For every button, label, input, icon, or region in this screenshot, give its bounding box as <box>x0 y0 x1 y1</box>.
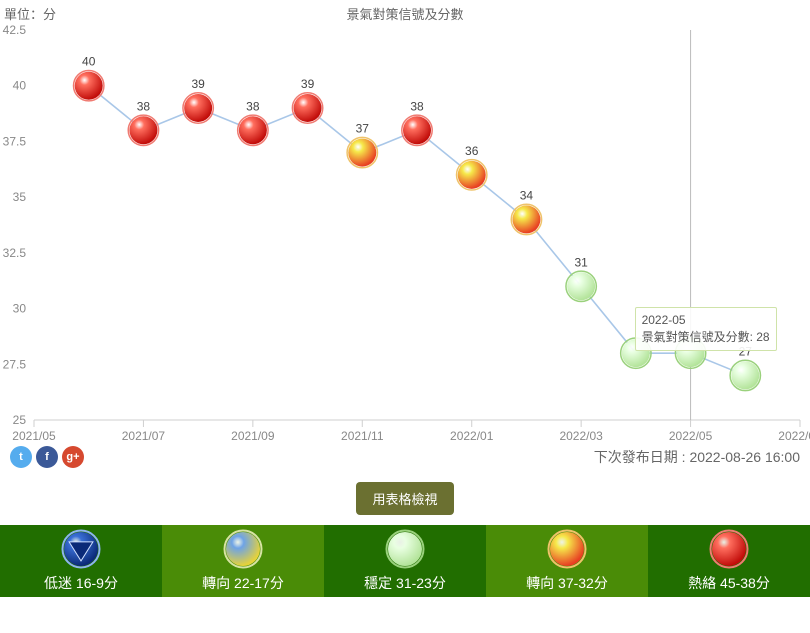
tooltip-line1: 2022-05 <box>642 312 770 329</box>
svg-text:2021/05: 2021/05 <box>12 429 56 440</box>
svg-text:35: 35 <box>13 190 27 204</box>
svg-text:42.5: 42.5 <box>3 23 27 37</box>
legend-marker-turn_low <box>223 529 263 569</box>
chart-container: 單位：分 景氣對策信號及分數 2527.53032.53537.54042.52… <box>0 0 810 440</box>
data-point[interactable] <box>567 272 595 300</box>
gplus-icon[interactable]: g+ <box>62 446 84 468</box>
svg-text:38: 38 <box>137 99 151 113</box>
svg-text:2022/07: 2022/07 <box>778 429 810 440</box>
svg-text:25: 25 <box>13 413 27 427</box>
chart-tooltip: 2022-05 景氣對策信號及分數: 28 <box>635 307 777 351</box>
svg-text:2021/11: 2021/11 <box>341 429 384 440</box>
svg-text:2021/07: 2021/07 <box>122 429 166 440</box>
data-point[interactable] <box>512 205 540 233</box>
legend-item-turn_up: 轉向 37-32分 <box>486 525 648 597</box>
legend: 低迷 16-9分 轉向 22-17分 穩定 31-23分 轉向 37-32分 熱絡 45… <box>0 525 810 597</box>
svg-text:31: 31 <box>574 255 588 269</box>
twitter-icon[interactable]: t <box>10 446 32 468</box>
data-point[interactable] <box>403 116 431 144</box>
chart-svg: 25 27.5 30 32.5 35 37.5 40 42.5 2021/05 2021/07 20… <box>0 0 810 440</box>
data-point[interactable] <box>129 116 157 144</box>
svg-text:38: 38 <box>410 99 424 113</box>
facebook-icon[interactable]: f <box>36 446 58 468</box>
svg-text:38: 38 <box>246 99 260 113</box>
legend-marker-turn_up <box>547 529 587 569</box>
share-row: tfg+ 下次發布日期 : 2022-08-26 16:00 <box>0 440 810 476</box>
svg-text:37: 37 <box>356 122 370 136</box>
svg-text:37.5: 37.5 <box>3 134 27 148</box>
tooltip-line2: 景氣對策信號及分數: 28 <box>642 329 770 346</box>
svg-text:36: 36 <box>465 144 479 158</box>
svg-text:40: 40 <box>82 55 96 69</box>
legend-marker-stable <box>385 529 425 569</box>
legend-item-low: 低迷 16-9分 <box>0 525 162 597</box>
svg-text:34: 34 <box>520 188 534 202</box>
svg-text:2021/09: 2021/09 <box>231 429 275 440</box>
svg-text:2022/03: 2022/03 <box>559 429 603 440</box>
share-icons: tfg+ <box>10 446 84 468</box>
legend-marker-low <box>61 529 101 569</box>
data-point[interactable] <box>184 94 212 122</box>
data-point[interactable] <box>239 116 267 144</box>
legend-marker-hot <box>709 529 749 569</box>
data-point[interactable] <box>75 72 103 100</box>
next-publish-date: 下次發布日期 : 2022-08-26 16:00 <box>594 447 800 467</box>
legend-item-stable: 穩定 31-23分 <box>324 525 486 597</box>
svg-text:27.5: 27.5 <box>3 357 27 371</box>
legend-label: 轉向 22-17分 <box>202 573 284 593</box>
svg-text:39: 39 <box>301 77 315 91</box>
svg-text:40: 40 <box>13 79 27 93</box>
legend-label: 熱絡 45-38分 <box>688 573 770 593</box>
table-view-button[interactable]: 用表格檢視 <box>356 482 453 515</box>
svg-text:2022/01: 2022/01 <box>450 429 494 440</box>
data-point[interactable] <box>348 139 376 167</box>
data-point[interactable] <box>294 94 322 122</box>
legend-label: 穩定 31-23分 <box>364 573 446 593</box>
svg-text:2022/05: 2022/05 <box>669 429 713 440</box>
legend-item-turn_low: 轉向 22-17分 <box>162 525 324 597</box>
svg-text:30: 30 <box>13 302 27 316</box>
data-point[interactable] <box>458 161 486 189</box>
svg-text:39: 39 <box>191 77 205 91</box>
data-point[interactable] <box>731 361 759 389</box>
legend-label: 低迷 16-9分 <box>44 573 118 593</box>
legend-item-hot: 熱絡 45-38分 <box>648 525 810 597</box>
legend-label: 轉向 37-32分 <box>526 573 608 593</box>
svg-text:32.5: 32.5 <box>3 246 27 260</box>
